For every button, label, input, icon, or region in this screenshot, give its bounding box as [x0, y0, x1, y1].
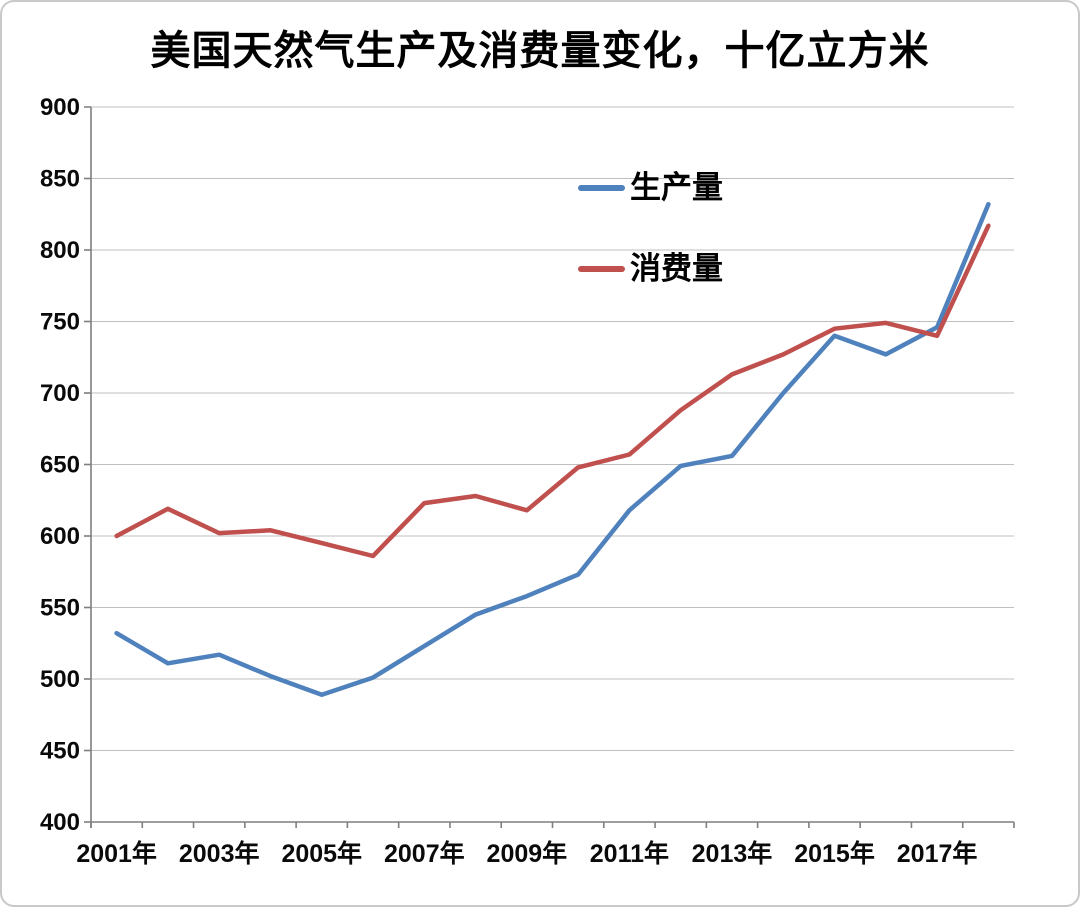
y-axis-label: 850: [40, 166, 80, 193]
production-line-swatch: [578, 184, 625, 191]
legend-label-production: 生产量: [630, 170, 723, 205]
x-axis-label: 2015年: [794, 839, 875, 868]
legend-item-production: 生产量: [578, 172, 723, 203]
x-axis-label: 2013年: [692, 839, 773, 868]
y-axis-label: 750: [40, 309, 80, 336]
production-line: [114, 201, 991, 697]
y-axis-label: 600: [40, 523, 80, 550]
x-axis-label: 2001年: [76, 839, 157, 868]
x-axis-label: 2017年: [897, 839, 978, 868]
chart-title: 美国天然气生产及消费量变化，十亿立方米: [150, 28, 930, 73]
y-axis-label: 700: [40, 380, 80, 407]
x-axis-label: 2007年: [384, 839, 465, 868]
consumption-line: [114, 223, 991, 559]
x-axis-label: 2005年: [281, 839, 362, 868]
y-axis-label: 900: [40, 94, 80, 121]
y-axis-label: 400: [40, 809, 80, 836]
y-axis-label: 650: [40, 452, 80, 479]
x-axis-label: 2003年: [179, 839, 260, 868]
legend-item-consumption: 消费量: [578, 253, 723, 284]
y-axis-label: 800: [40, 237, 80, 264]
legend-label-consumption: 消费量: [630, 251, 723, 286]
consumption-line-swatch: [578, 265, 625, 272]
y-axis-label: 500: [40, 666, 80, 693]
y-axis-label: 550: [40, 595, 80, 622]
x-axis-label: 2009年: [487, 839, 568, 868]
x-axis-label: 2011年: [590, 839, 669, 868]
y-axis-label: 450: [40, 738, 80, 765]
